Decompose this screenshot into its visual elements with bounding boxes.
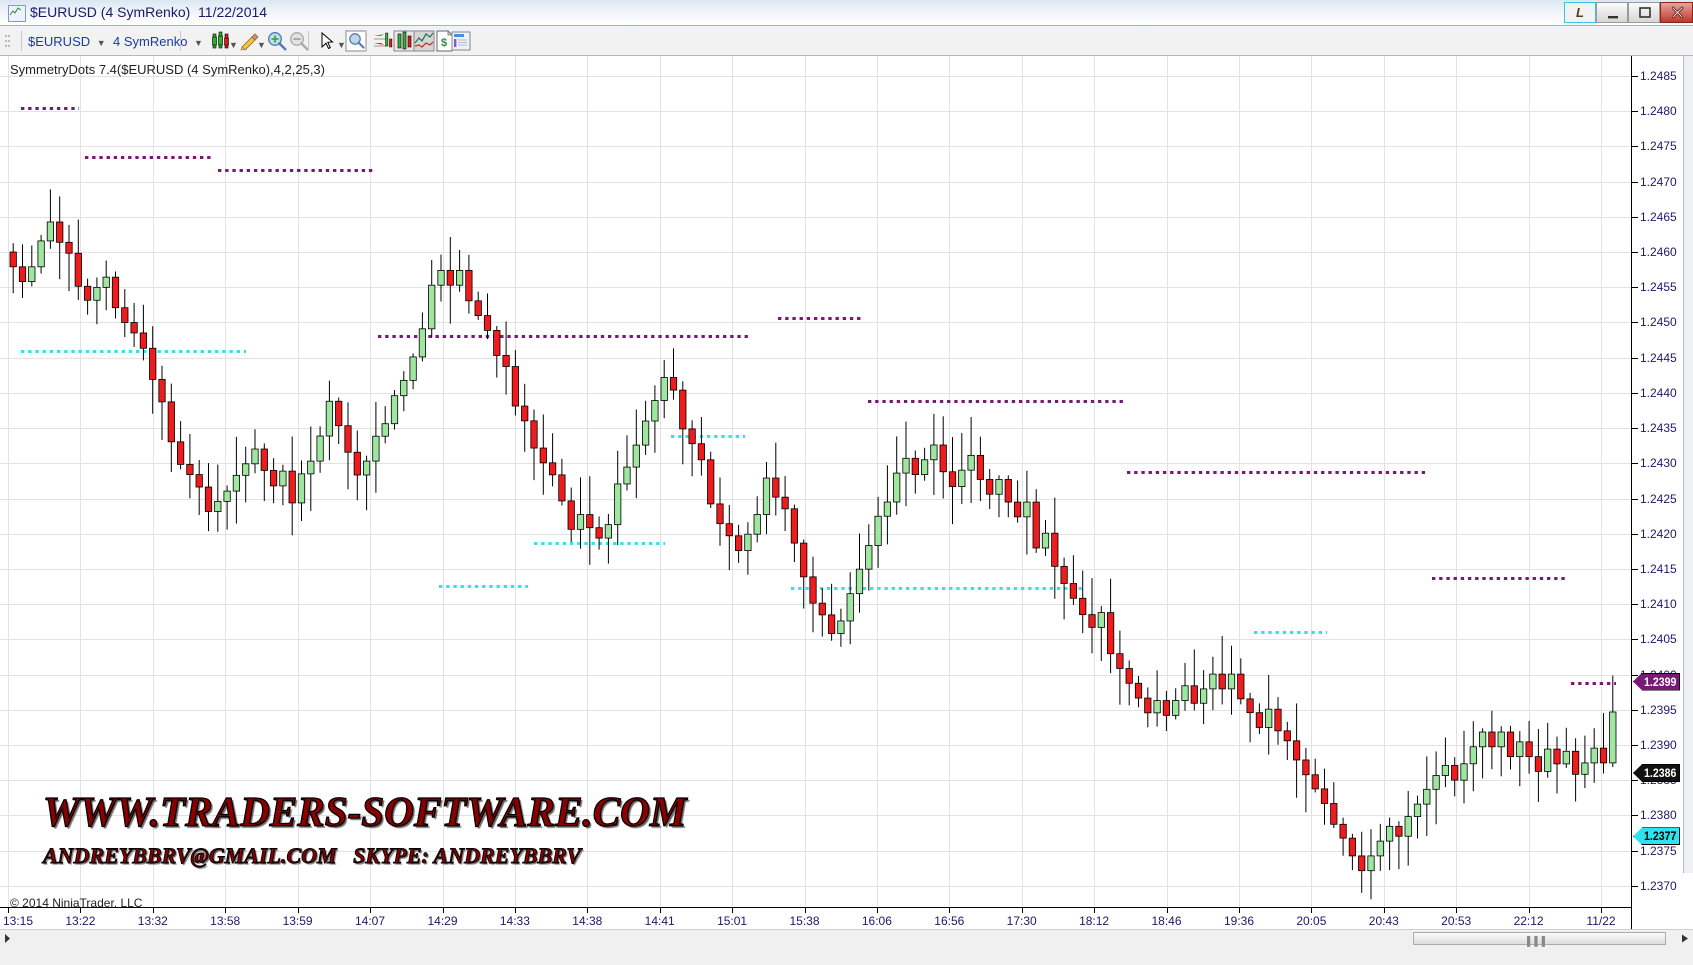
svg-text:$: $: [441, 37, 447, 49]
